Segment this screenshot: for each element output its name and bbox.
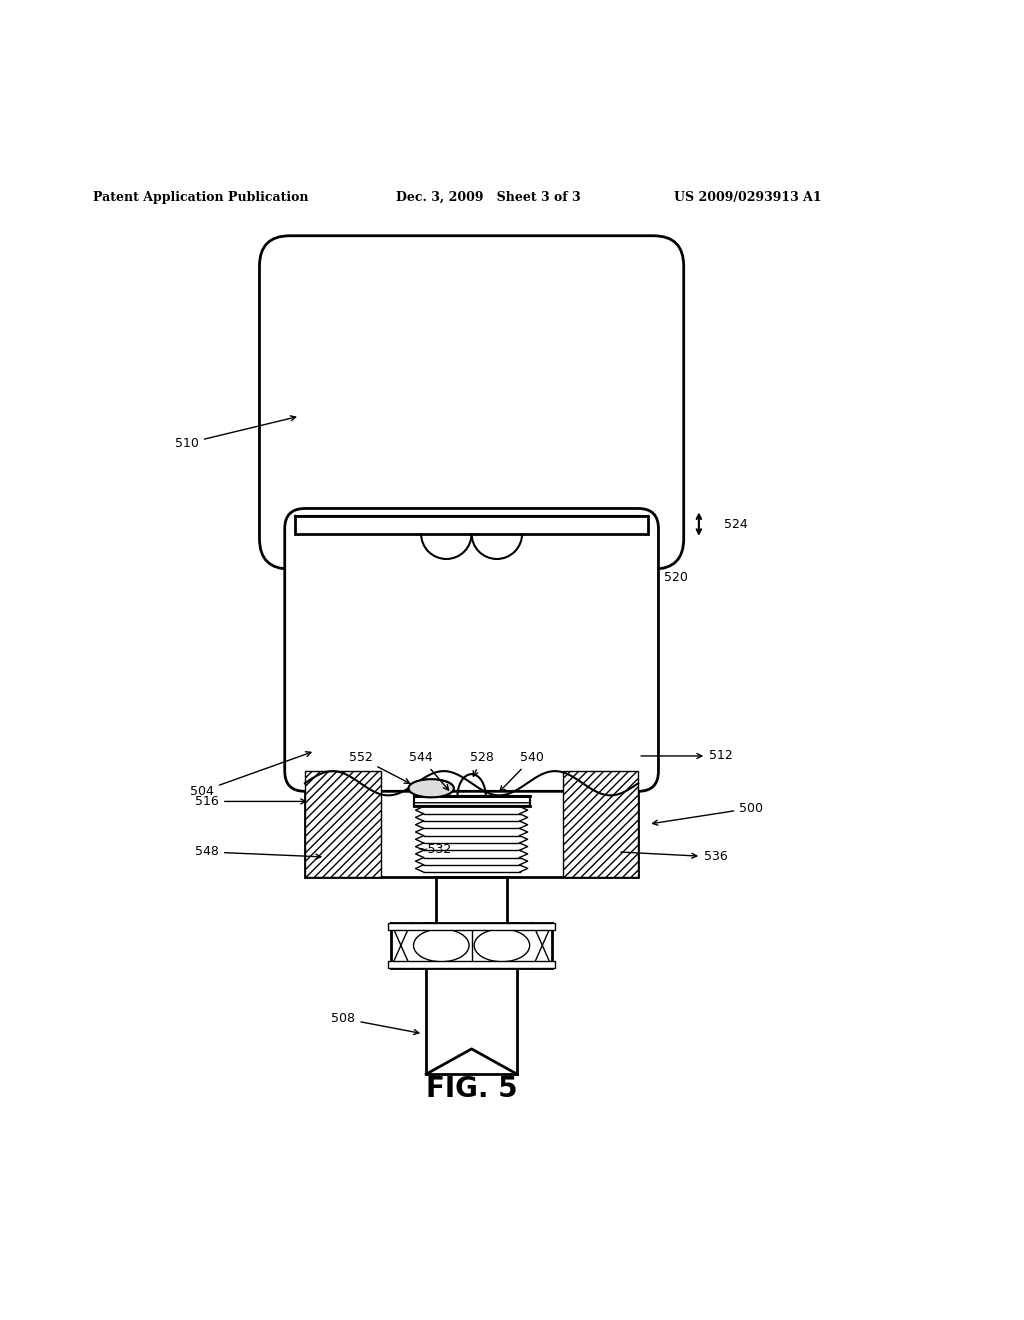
Bar	[295, 516, 648, 533]
Bar	[388, 961, 555, 968]
Text: 528: 528	[470, 751, 494, 776]
Text: 548: 548	[196, 845, 321, 859]
Text: 540: 540	[500, 751, 544, 791]
Bar	[305, 771, 381, 878]
Text: 508: 508	[332, 1012, 419, 1035]
Text: 504: 504	[190, 751, 311, 797]
Bar	[305, 771, 638, 878]
Text: 536: 536	[621, 850, 728, 863]
Ellipse shape	[409, 779, 454, 797]
Text: 524: 524	[724, 517, 748, 531]
FancyBboxPatch shape	[259, 236, 684, 569]
FancyBboxPatch shape	[285, 508, 658, 791]
Text: FIG. 5: FIG. 5	[426, 1076, 517, 1104]
Bar	[391, 923, 552, 968]
Text: 520: 520	[664, 570, 687, 583]
Text: 500: 500	[652, 801, 763, 825]
Text: 552: 552	[348, 751, 410, 783]
Text: 544: 544	[410, 751, 449, 791]
Text: 510: 510	[175, 416, 296, 450]
Bar	[562, 771, 638, 878]
Text: 512: 512	[641, 750, 733, 763]
Text: ~532: ~532	[417, 842, 452, 855]
Bar	[414, 796, 529, 807]
Text: US 2009/0293913 A1: US 2009/0293913 A1	[674, 191, 821, 203]
Text: Dec. 3, 2009   Sheet 3 of 3: Dec. 3, 2009 Sheet 3 of 3	[396, 191, 581, 203]
Text: 516: 516	[196, 795, 305, 808]
Bar	[424, 807, 519, 873]
Text: Patent Application Publication: Patent Application Publication	[93, 191, 308, 203]
Bar	[388, 923, 555, 929]
